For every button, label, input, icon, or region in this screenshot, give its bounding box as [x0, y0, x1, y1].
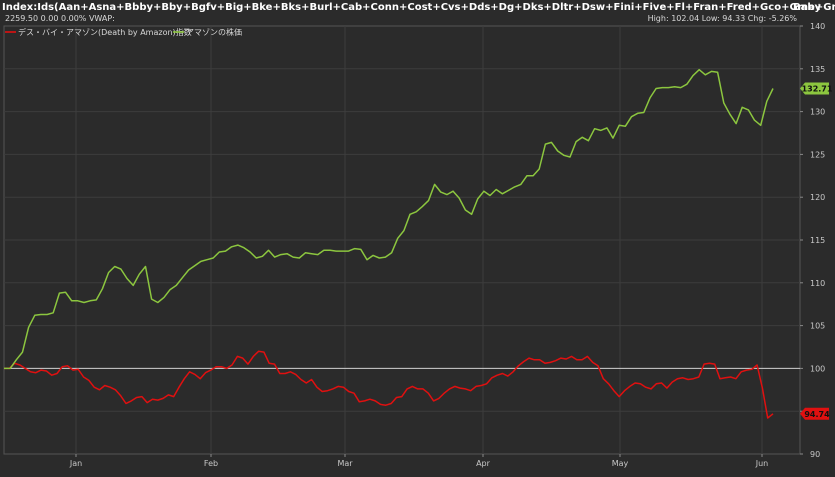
y-tick-label: 135: [810, 65, 825, 74]
index-title-overlay: Baby: [793, 2, 822, 13]
y-tick-label: 100: [810, 364, 825, 373]
last-value-flag: [800, 82, 829, 95]
y-tick-label: 105: [810, 322, 825, 331]
index-title: Index:Ids(Aan+Asna+Bbby+Bby+Bgfv+Big+Bke…: [2, 2, 835, 13]
x-tick-label: Jun: [755, 459, 769, 468]
x-tick-label: Apr: [476, 459, 491, 468]
last-value-flag: [800, 407, 829, 420]
series-line-amazon-stock: [4, 68, 774, 370]
y-tick-label: 125: [810, 150, 825, 159]
series-line-death-by-amazon: [4, 350, 774, 419]
x-axis: Jan Feb Mar Apr May Jun: [69, 454, 768, 468]
last-value-labels: 94.74 132.71: [800, 82, 833, 420]
x-tick-label: Mar: [337, 459, 353, 468]
legend-label-death-by-amazon: デス・バイ・アマゾン(Death by Amazon)指数: [18, 27, 192, 37]
series-layer: [4, 68, 774, 419]
legend: デス・バイ・アマゾン(Death by Amazon)指数 アマゾンの株価: [5, 27, 242, 37]
legend-label-amazon-stock: アマゾンの株価: [186, 27, 242, 37]
y-tick-label: 140: [810, 22, 825, 31]
y-tick-label: 115: [810, 236, 825, 245]
y-tick-label: 120: [810, 193, 825, 202]
index-price-line: 2259.50 0.00 0.00% VWAP:: [5, 14, 115, 23]
last-value-text: 132.71: [802, 84, 833, 93]
y-tick-label: 130: [810, 108, 825, 117]
y-tick-label: 90: [810, 450, 820, 459]
last-value-text: 94.74: [804, 410, 830, 419]
last-value-amazon-stock: 132.71: [800, 82, 833, 95]
index-stats: High: 102.04 Low: 94.33 Chg: -5.26%: [648, 14, 798, 23]
last-value-death-by-amazon: 94.74: [800, 407, 830, 420]
x-tick-label: Jan: [69, 459, 82, 468]
x-tick-label: May: [612, 459, 629, 468]
x-tick-label: Feb: [204, 459, 218, 468]
y-tick-label: 110: [810, 279, 825, 288]
